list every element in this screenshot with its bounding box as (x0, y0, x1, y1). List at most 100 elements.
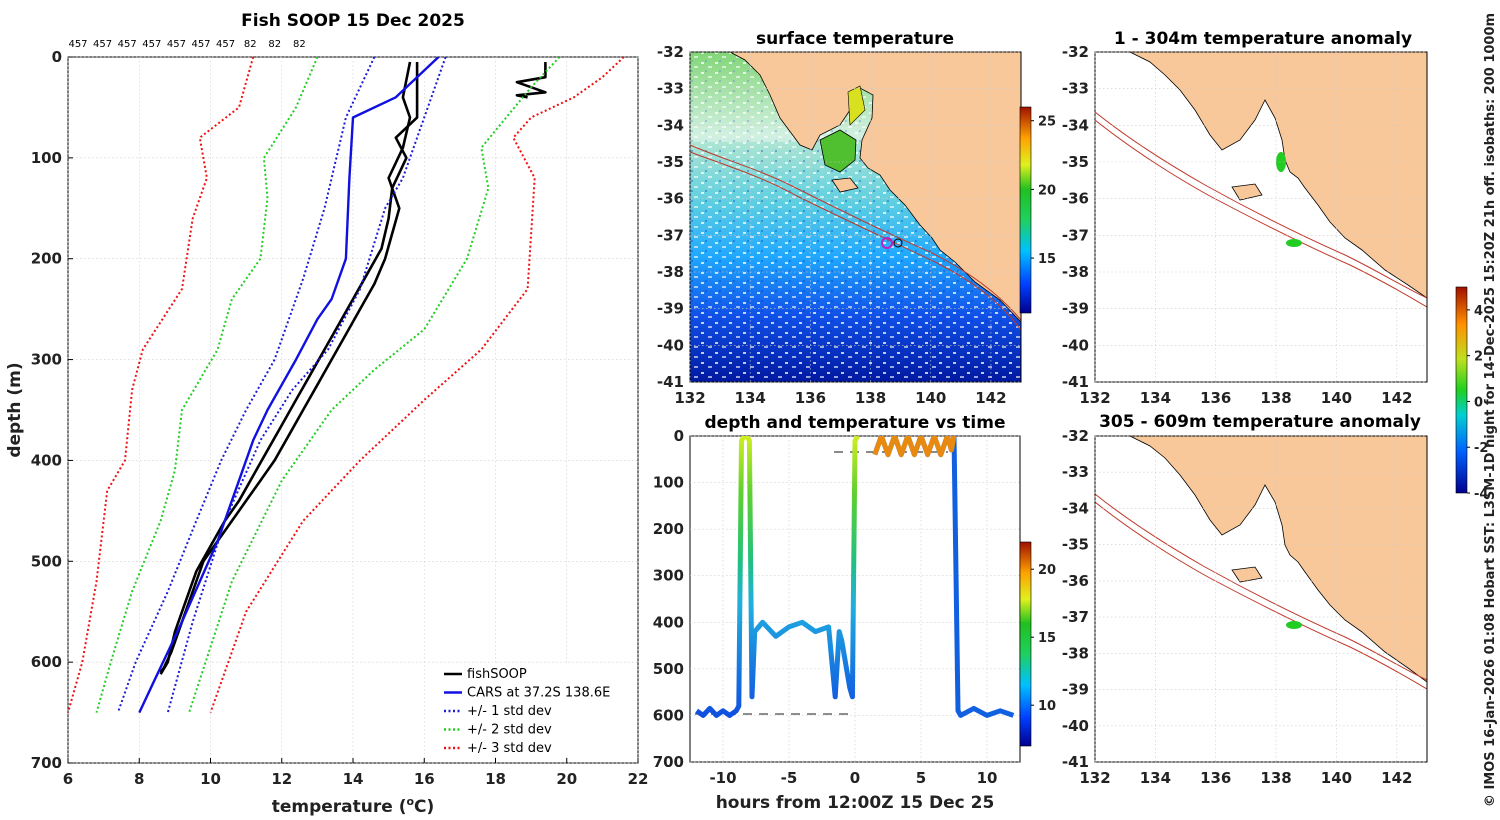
anomaly-upper-xtick-label: 138 (1260, 389, 1291, 407)
sst-ytick-label: -39 (657, 300, 684, 318)
profile-series-line (188, 57, 561, 713)
anomaly-lower-title: 305 - 609m temperature anomaly (1099, 412, 1421, 432)
sst-ytick-label: -33 (657, 80, 684, 98)
profile-xlabel: temperature (oC) (272, 795, 435, 817)
anomaly-upper-title: 1 - 304m temperature anomaly (1114, 29, 1412, 49)
timeseries-surface-track (872, 436, 957, 458)
profile-ytick-label: 200 (31, 250, 62, 268)
anomaly-lower-ticks: 132 134 136 138 140 142 -32 -33 -34 -35 -36 -37 -38 -… (1062, 427, 1413, 787)
anomaly-lower-xtick-label: 142 (1381, 769, 1412, 787)
anomaly-upper-grid (1094, 51, 1427, 383)
profile-series-line (159, 61, 412, 673)
anomaly-upper-blob-track (1286, 239, 1302, 247)
sst-position-marker-2 (893, 238, 903, 248)
anomaly-upper-ytick-label: -38 (1062, 263, 1089, 281)
profile-top-label: 457 (93, 39, 112, 50)
profile-ytick-label: 300 (31, 351, 62, 369)
sst-ytick-label: -36 (657, 190, 684, 208)
profile-top-label: 457 (167, 39, 186, 50)
sst-xtick-label: 138 (855, 389, 886, 407)
sst-colorbar-tick-label: 20 (1038, 183, 1056, 198)
anomaly-upper-ytick-label: -36 (1062, 190, 1089, 208)
sst-ticks: 132 134 136 138 140 142 -32 -33 -34 -35 -36 -37 -38 -… (657, 43, 1007, 407)
sst-xtick-label: 140 (915, 389, 946, 407)
anomaly-upper-island (1231, 183, 1263, 201)
profile-legend-label: +/- 1 std dev (467, 704, 552, 719)
sst-ytick-label: -37 (657, 226, 684, 244)
anomaly-colorbar-tick-label: 4 (1474, 304, 1483, 319)
timeseries-xtick-label: 10 (977, 769, 998, 787)
anomaly-colorbar-tick-label: 2 (1474, 350, 1483, 365)
sst-peninsula (819, 129, 857, 173)
timeseries-ytick-label: 200 (653, 520, 684, 538)
anomaly-colorbar (1455, 286, 1468, 494)
profile-xtick-label: 18 (485, 770, 506, 788)
sst-xtick-label: 132 (674, 389, 705, 407)
anomaly-lower-grid (1094, 435, 1427, 763)
anomaly-upper-panel: 1 - 304m temperature anomaly 132 134 136 13… (1062, 29, 1428, 407)
sst-ytick-label: -38 (657, 263, 684, 281)
anomaly-lower-ytick-label: -39 (1062, 681, 1089, 699)
timeseries-series (695, 436, 1015, 718)
profile-ytick-label: 500 (31, 552, 62, 570)
anomaly-lower-island (1231, 566, 1263, 583)
profile-ytick-label: 700 (31, 754, 62, 772)
timeseries-colorbar-tick-label: 20 (1038, 563, 1056, 578)
anomaly-upper-ytick-label: -39 (1062, 300, 1089, 318)
profile-ytick-label: 0 (52, 48, 62, 66)
profile-top-label: 457 (118, 39, 137, 50)
profile-xtick-label: 20 (556, 770, 577, 788)
profile-ticks: 6 8 10 12 14 16 18 20 22 0 100 200 300 400 500 600 700 (31, 48, 649, 788)
sst-colorbar-tick-label: 25 (1038, 115, 1056, 130)
profile-series-line (95, 57, 319, 713)
profile-legend: fishSOOP CARS at 37.2S 138.6E +/- 1 std de… (437, 663, 623, 757)
anomaly-upper-ticks: 132 134 136 138 140 142 -32 -33 -34 -35 -36 -37 -38 -… (1062, 43, 1413, 407)
sst-ytick-label: -34 (657, 116, 684, 134)
profile-series-line (159, 62, 419, 675)
anomaly-lower-ytick-label: -40 (1062, 717, 1089, 735)
profile-top-label: 457 (68, 39, 87, 50)
anomaly-upper-ytick-label: -33 (1062, 80, 1089, 98)
sst-map-panel: surface temperature 132 134 136 138 140 142 -3… (657, 29, 1056, 407)
timeseries-colorbar (1019, 541, 1032, 747)
sst-isobath-1000 (689, 151, 1022, 331)
profile-panel: Fish SOOP 15 Dec 2025 457 457 457 457 457 457… (5, 11, 648, 817)
profile-legend-label: CARS at 37.2S 138.6E (467, 686, 610, 701)
anomaly-upper-ytick-label: -32 (1062, 43, 1089, 61)
timeseries-xtick-label: -5 (781, 769, 798, 787)
timeseries-colorbar-ticks: 20 15 10 (1031, 563, 1056, 714)
anomaly-lower-xtick-label: 138 (1260, 769, 1291, 787)
anomaly-upper-blob-gulf (1276, 152, 1286, 172)
anomaly-upper-isobath-200 (1094, 111, 1428, 299)
anomaly-upper-ytick-label: -41 (1062, 373, 1089, 391)
sst-ytick-label: -32 (657, 43, 684, 61)
sst-xtick-label: 136 (795, 389, 826, 407)
timeseries-xtick-label: -10 (709, 769, 736, 787)
profile-legend-label: +/- 3 std dev (467, 741, 552, 756)
anomaly-lower-ytick-label: -34 (1062, 499, 1089, 517)
sst-colorbar (1019, 106, 1032, 314)
profile-series (68, 57, 625, 714)
profile-xtick-label: 16 (414, 770, 435, 788)
profile-series-line (166, 57, 447, 713)
profile-top-label: 457 (142, 39, 161, 50)
anomaly-lower-panel: 305 - 609m temperature anomaly 132 134 136… (1062, 286, 1488, 787)
anomaly-lower-blob-track (1286, 621, 1302, 629)
anomaly-lower-land (1129, 435, 1428, 683)
profile-top-label: 82 (293, 39, 306, 50)
profile-xtick-label: 22 (628, 770, 649, 788)
sst-ytick-label: -35 (657, 153, 684, 171)
profile-top-label: 457 (216, 39, 235, 50)
anomaly-upper-xtick-label: 136 (1200, 389, 1231, 407)
profile-legend-label: +/- 2 std dev (467, 723, 552, 738)
anomaly-upper-isobath-1000 (1094, 119, 1428, 308)
side-caption: © IMOS 16-Jan-2026 01:08 Hobart SST: L3S… (1483, 13, 1498, 807)
anomaly-lower-ytick-label: -32 (1062, 427, 1089, 445)
timeseries-colorbar-tick-label: 15 (1038, 631, 1056, 646)
anomaly-upper-ytick-label: -34 (1062, 116, 1089, 134)
anomaly-lower-xtick-label: 132 (1079, 769, 1110, 787)
timeseries-depth-track (695, 436, 860, 718)
timeseries-ytick-label: 600 (653, 706, 684, 724)
anomaly-upper-xtick-label: 140 (1321, 389, 1352, 407)
anomaly-lower-xtick-label: 136 (1200, 769, 1231, 787)
